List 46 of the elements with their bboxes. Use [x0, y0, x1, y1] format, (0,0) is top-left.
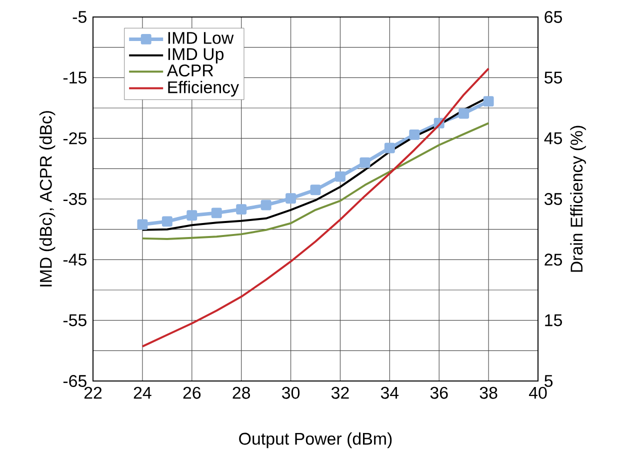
- y-tick-label: -45: [63, 254, 86, 266]
- x-axis-title: Output Power (dBm): [239, 432, 392, 448]
- y2-tick-label: 5: [544, 375, 553, 387]
- point: [137, 219, 148, 230]
- x-tick-label: 34: [380, 386, 399, 399]
- x-tick-label: 28: [232, 386, 250, 399]
- point: [384, 142, 395, 154]
- x-tick-label: 22: [84, 386, 102, 399]
- legend-label: IMD Low: [168, 32, 234, 44]
- x-tick-label: 26: [183, 386, 201, 399]
- point: [162, 216, 172, 227]
- point: [286, 193, 296, 204]
- y2-tick-label: 55: [544, 72, 562, 84]
- y-tick-label: -15: [63, 72, 86, 84]
- y2-tick-label: 15: [545, 314, 562, 326]
- y-tick-label: -65: [63, 375, 86, 387]
- point: [236, 204, 247, 215]
- y2-tick-label: 25: [544, 254, 562, 266]
- y2-tick-label: 45: [544, 132, 562, 144]
- y-axis-title: IMD (dBc), ACPR (dBc): [39, 111, 56, 286]
- x-tick-label: 30: [282, 386, 300, 399]
- y-tick-label: -5: [72, 11, 86, 23]
- x-tick-label: 38: [480, 386, 498, 399]
- x-tick-label: 36: [430, 386, 448, 399]
- point: [310, 184, 321, 196]
- y-tick-label: -55: [63, 314, 86, 326]
- x-tick-label: 24: [134, 386, 152, 399]
- point: [211, 208, 222, 218]
- point: [260, 200, 272, 210]
- point: [334, 171, 346, 182]
- legend-label: Efficiency: [168, 80, 239, 97]
- point: [458, 108, 470, 119]
- y2-tick-label: 65: [544, 11, 562, 23]
- point: [360, 157, 370, 168]
- legend-label: IMD Up: [168, 48, 224, 64]
- y2-axis-title: Drain Efficiency (%): [570, 126, 586, 272]
- y2-tick-label: 35: [544, 193, 562, 205]
- point: [483, 96, 494, 107]
- point: [409, 129, 420, 140]
- x-tick-label: 32: [331, 386, 349, 399]
- legend-label: ACPR: [166, 64, 214, 76]
- y-tick-label: -25: [63, 132, 86, 144]
- line-series: [141, 122, 490, 240]
- point: [186, 210, 198, 221]
- y-tick-label: -35: [63, 193, 86, 206]
- x-tick-label: 40: [528, 386, 547, 399]
